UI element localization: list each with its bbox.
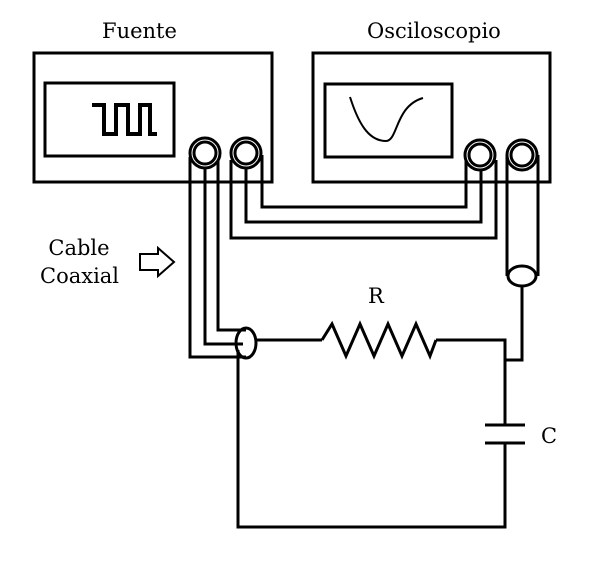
scope-connector-right-inner [509,142,535,168]
wire-bottom-loop [236,350,507,529]
scope-connector-left-inner [467,142,493,168]
right-arrow-icon [139,245,176,279]
exponential-curve-icon [349,96,424,143]
coax-cable-inner-b [216,160,246,332]
scope-probe-lead [505,286,524,362]
source-instrument [32,51,274,184]
coax-cable-end [234,326,258,360]
scope-probe-end [506,264,538,288]
source-screen [43,81,176,158]
scope-label: Osciloscopio [367,19,501,43]
source-connector-left-inner [192,140,218,166]
scope-probe-cable [505,155,540,276]
scope-screen [323,82,454,159]
resistor [320,320,438,360]
cable-label-line1: Cable [48,236,110,260]
scope-instrument [311,51,552,184]
coax-link-inner [260,155,468,209]
resistor-label: R [368,284,384,308]
coax-cable-inner-a [203,168,243,346]
capacitor-label: C [541,424,558,448]
cable-label-line2: Coaxial [40,264,120,288]
source-label: Fuente [102,19,177,43]
source-connector-right-inner [233,140,259,166]
coax-link-middle [244,168,483,224]
wire-resistor-to-capacitor [436,338,507,425]
coax-cable-outer [188,157,246,359]
square-wave-icon [92,103,157,136]
coax-link-outer [229,160,498,240]
capacitor [485,423,525,445]
